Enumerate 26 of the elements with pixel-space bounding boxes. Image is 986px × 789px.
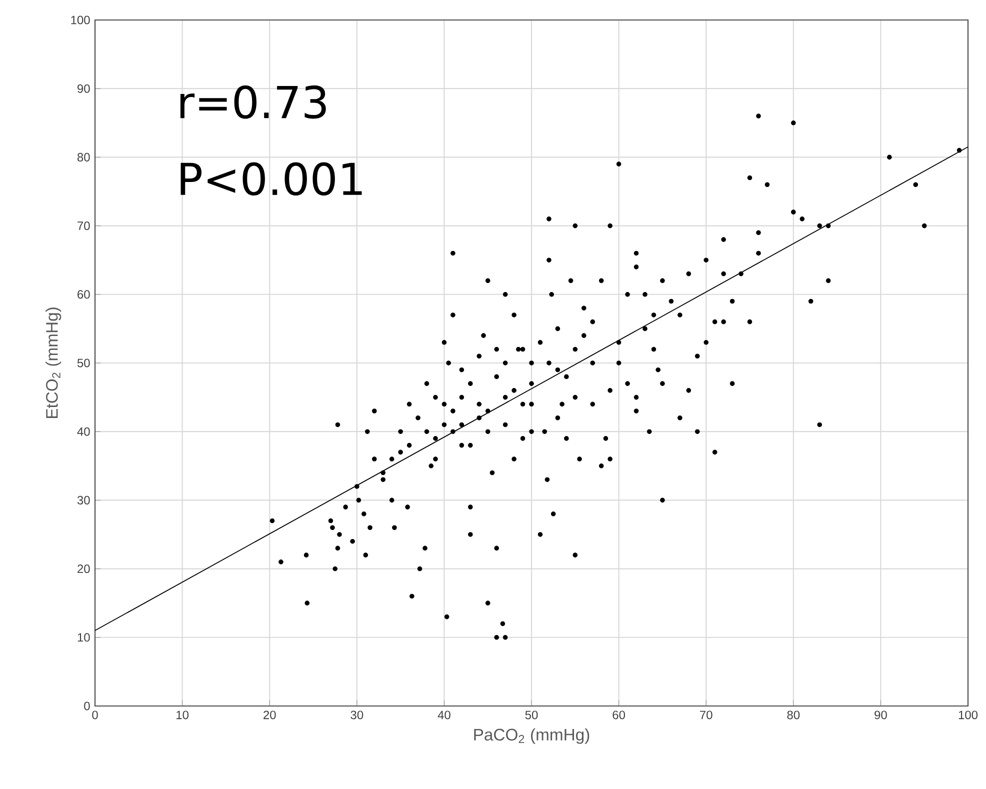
annotation: P<0.001 [180,162,362,196]
y-tick-label: 20 [78,564,90,574]
x-tick-label: 0 [92,710,98,720]
x-tick-label: 90 [874,710,887,720]
y-tick-label: 70 [78,222,90,230]
y-tick-label: 80 [77,152,90,162]
y-tick-label: 50 [77,358,90,368]
y-tick-label: 10 [78,633,90,642]
x-tick-label: 60 [612,710,626,720]
y-tick-label: 100 [71,16,90,24]
y-tick-label: 90 [78,84,90,93]
x-tick-label: 20 [264,710,276,720]
x-tick-label: 50 [525,710,538,720]
x-tick-label: 40 [438,710,450,720]
y-tick-label: 40 [77,427,90,436]
x-tick-label: 80 [787,710,800,720]
y-tick-label: 30 [77,496,90,504]
x-tick-label: 100 [958,710,978,720]
x-tick-label: 70 [700,710,712,720]
x-tick-label: 10 [176,710,189,720]
y-tick-label: 60 [78,290,90,299]
x-tick-label: 30 [350,710,364,720]
annotation: r=0.73 [180,85,326,119]
x-axis-title: PaCO$_{2}$ (mmHg) [474,728,590,744]
y-axis-title: EtCO$_{2}$ (mmHg) [46,308,62,418]
y-tick-label: 0 [84,702,90,710]
